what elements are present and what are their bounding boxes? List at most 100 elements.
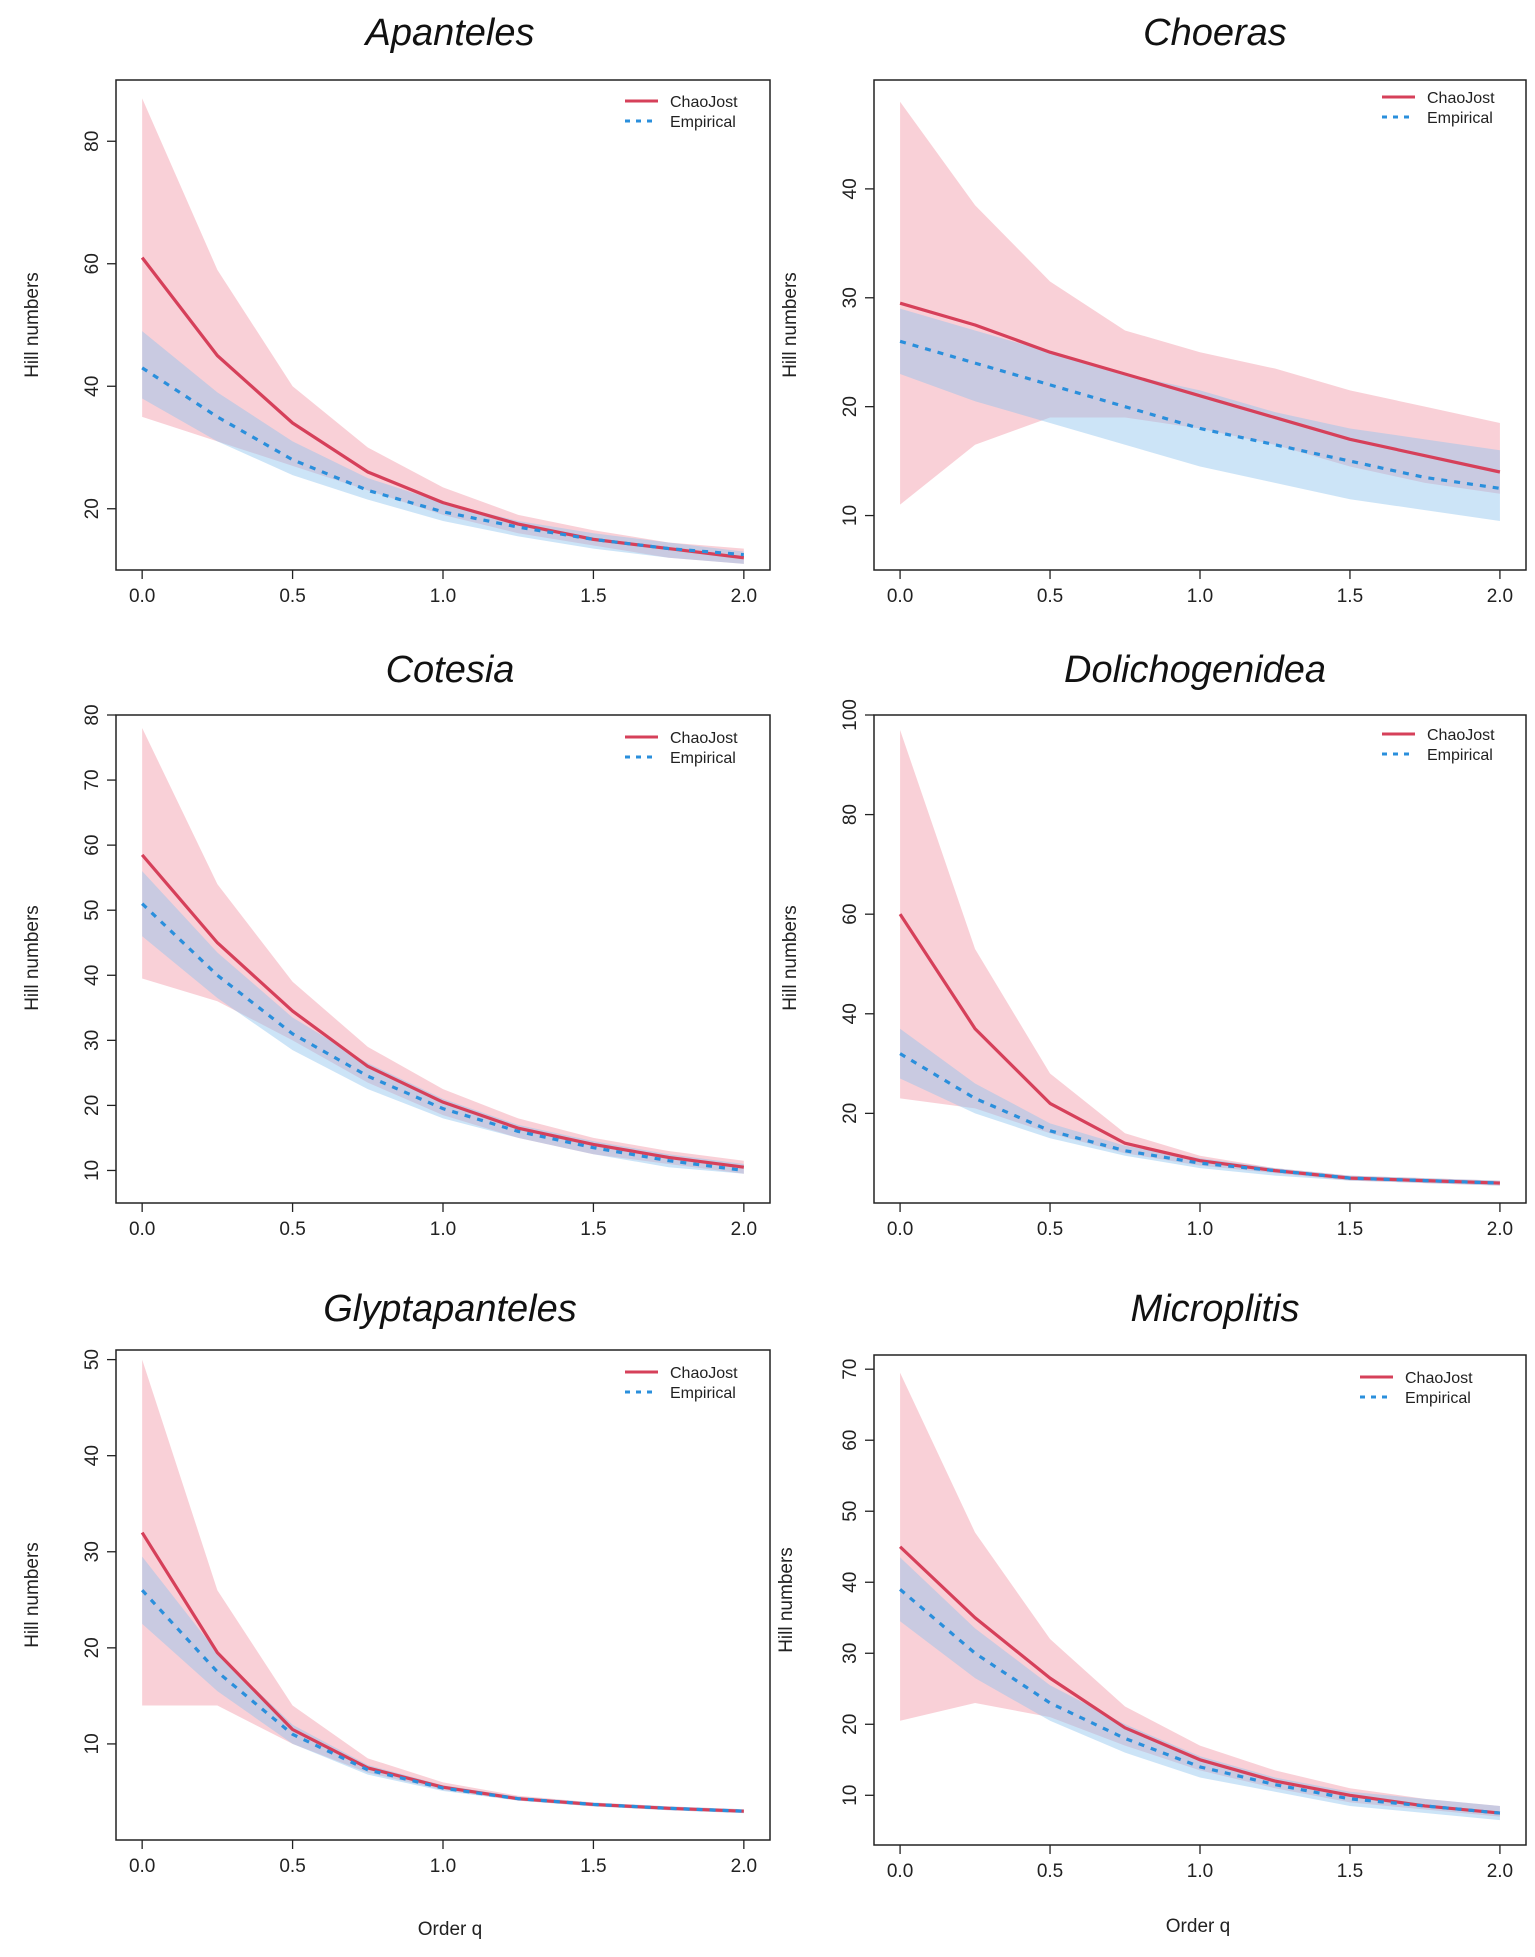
x-tick-label: 0.0 [129,586,155,607]
y-tick-label: 100 [840,699,861,731]
series-line-chaojost [140,853,745,1169]
y-tick-label: 60 [840,1430,861,1451]
y-tick-label: 20 [82,498,103,519]
legend: ChaoJost Empirical [1382,727,1495,764]
series-line-empirical [899,339,1501,490]
panel-title: Glyptapanteles [323,1288,577,1330]
y-tick-label: 40 [840,1003,861,1024]
y-axis-label: Hill numbers [22,1542,43,1648]
series-line-empirical [899,1052,1500,1185]
legend-label-chaojost: ChaoJost [670,94,738,111]
series-line-empirical [141,366,744,557]
plot-frame [115,79,771,571]
legend-label-chaojost: ChaoJost [1427,90,1495,107]
confidence-band-chaojost [900,101,1500,505]
y-tick-label: 40 [840,1572,861,1593]
legend-label-empirical: Empirical [670,114,736,131]
y-tick-label: 10 [840,1785,861,1806]
panel-cotesia: Cotesia Hill numbers 0.0 0.5 1.0 1.5 2.0 10 20… [22,649,771,1240]
legend: ChaoJost Empirical [1360,1370,1473,1407]
y-tick-label: 20 [840,1103,861,1124]
y-axis-label: Hill numbers [780,905,801,1011]
x-tick-label: 2.0 [1487,586,1513,607]
y-tick-label: 10 [82,1733,103,1754]
x-tick-label: 0.0 [887,1861,913,1882]
legend-label-empirical: Empirical [670,750,736,767]
series-line-chaojost [140,256,745,560]
series-line-chaojost [899,301,1501,474]
legend-label-empirical: Empirical [670,1385,736,1402]
y-tick-label: 80 [82,704,103,725]
x-tick-label: 2.0 [1487,1219,1513,1240]
panel-title: Microplitis [1131,1288,1300,1330]
x-tick-label: 2.0 [731,1219,757,1240]
legend: ChaoJost Empirical [625,730,738,767]
confidence-band-empirical [142,871,744,1174]
x-tick-label: 1.0 [430,1856,456,1877]
series-line-empirical [140,1589,744,1813]
legend: ChaoJost Empirical [625,1365,738,1402]
y-tick-label: 40 [82,376,103,397]
confidence-band-chaojost [142,98,744,564]
x-tick-label: 1.5 [580,586,606,607]
y-tick-label: 30 [840,1643,861,1664]
legend-label-chaojost: ChaoJost [1427,727,1495,744]
plot-frame [873,1354,1527,1846]
y-tick-label: 30 [840,287,861,308]
panel-title: Choeras [1143,12,1287,54]
y-axis-label: Hill numbers [22,905,43,1011]
confidence-band-empirical [142,331,744,564]
confidence-band-chaojost [142,728,744,1174]
x-tick-label: 0.0 [129,1219,155,1240]
confidence-band-chaojost [900,1372,1500,1817]
x-tick-label: 1.5 [1337,586,1363,607]
legend-label-empirical: Empirical [1427,747,1493,764]
x-tick-label: 0.5 [1037,586,1063,607]
x-axis-label: Order q [1166,1916,1230,1937]
x-tick-label: 2.0 [731,586,757,607]
series-line-empirical [899,1588,1501,1815]
y-tick-label: 30 [82,1541,103,1562]
x-tick-label: 1.5 [1337,1861,1363,1882]
x-tick-label: 1.0 [430,586,456,607]
legend: ChaoJost Empirical [625,94,738,131]
legend-label-chaojost: ChaoJost [670,730,738,747]
legend-label-empirical: Empirical [1427,110,1493,127]
legend-label-empirical: Empirical [1405,1390,1471,1407]
y-tick-label: 20 [840,1714,861,1735]
confidence-band-empirical [900,308,1500,521]
x-tick-label: 2.0 [731,1856,757,1877]
legend: ChaoJost Empirical [1382,90,1495,127]
y-axis-label: Hill numbers [22,272,43,378]
y-tick-label: 50 [840,1501,861,1522]
legend-label-chaojost: ChaoJost [1405,1370,1473,1387]
x-tick-label: 1.5 [1337,1219,1363,1240]
y-tick-label: 80 [82,131,103,152]
y-tick-label: 70 [82,769,103,790]
x-tick-label: 1.5 [580,1856,606,1877]
panel-choeras: Choeras Hill numbers 0.0 0.5 1.0 1.5 2.0 10 20… [780,12,1527,607]
y-tick-label: 20 [82,1095,103,1116]
x-tick-label: 0.0 [129,1856,155,1877]
x-tick-label: 0.5 [279,1219,305,1240]
y-tick-label: 60 [840,904,861,925]
x-tick-label: 1.0 [1187,586,1213,607]
legend-label-chaojost: ChaoJost [670,1365,738,1382]
y-tick-label: 30 [82,1030,103,1051]
x-tick-label: 2.0 [1487,1861,1513,1882]
y-tick-label: 10 [82,1160,103,1181]
y-tick-label: 40 [82,1445,103,1466]
panel-dolichogenidea: Dolichogenidea Hill numbers 0.0 0.5 1.0 1.5… [780,649,1527,1240]
y-tick-label: 60 [82,835,103,856]
x-tick-label: 0.0 [887,586,913,607]
x-tick-label: 1.0 [1187,1219,1213,1240]
plot-frame [873,79,1527,571]
x-tick-label: 0.5 [279,586,305,607]
y-axis-label: Hill numbers [780,272,801,378]
x-tick-label: 0.5 [1037,1861,1063,1882]
x-tick-label: 1.5 [580,1219,606,1240]
y-tick-label: 40 [82,965,103,986]
panel-title: Apanteles [363,12,534,54]
series-line-chaojost [898,1545,1501,1815]
